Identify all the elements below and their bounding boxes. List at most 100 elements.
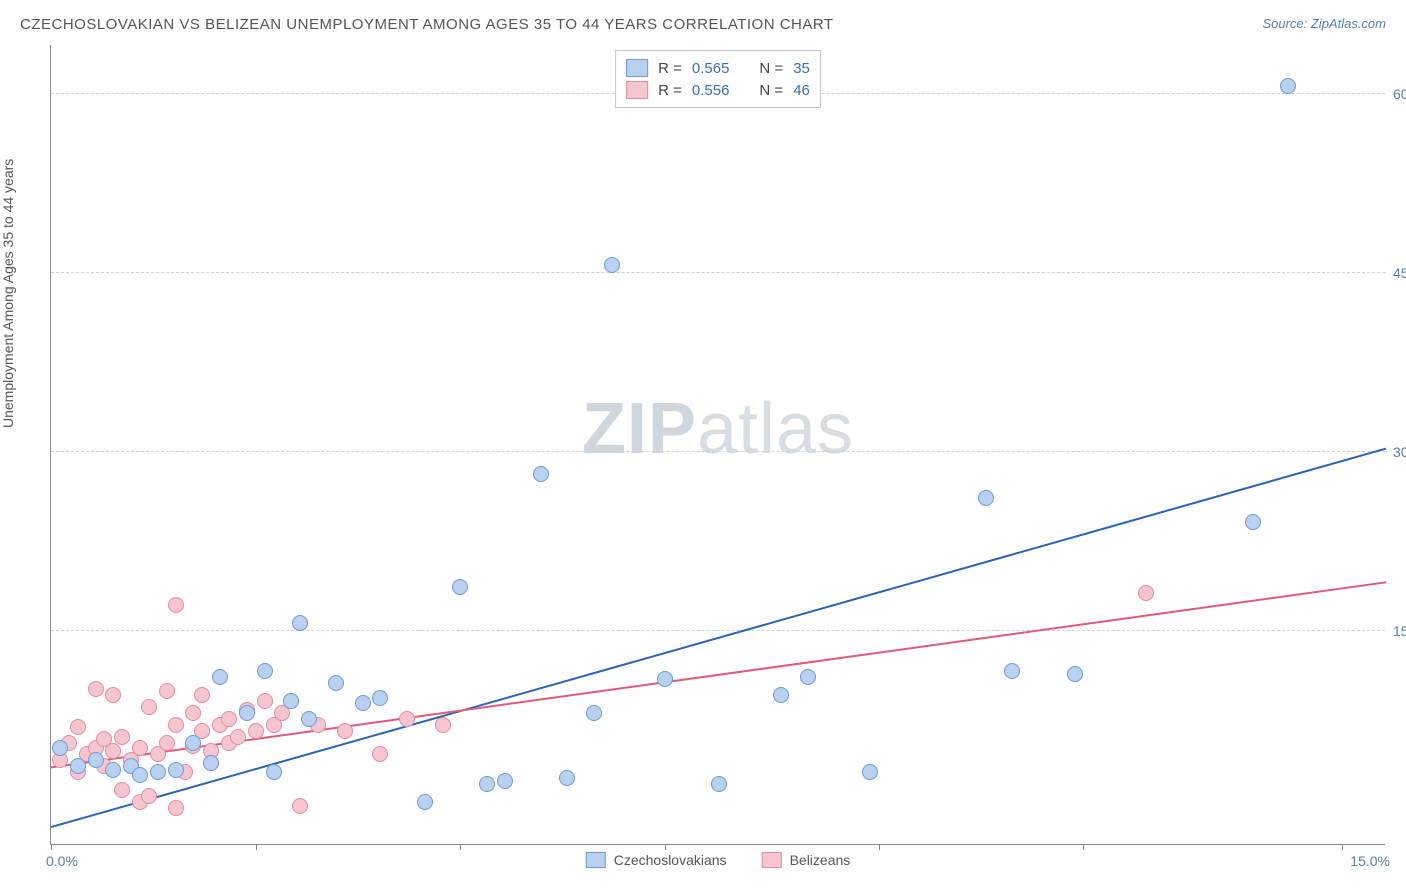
data-point bbox=[862, 764, 878, 780]
data-point bbox=[105, 743, 121, 759]
data-point bbox=[586, 705, 602, 721]
x-tick-mark bbox=[1083, 844, 1084, 850]
x-tick-mark bbox=[1342, 844, 1343, 850]
swatch-b-icon bbox=[626, 81, 648, 99]
y-axis-label: Unemployment Among Ages 35 to 44 years bbox=[0, 159, 16, 428]
data-point bbox=[417, 794, 433, 810]
legend-item-a: Czechoslovakians bbox=[586, 852, 727, 868]
data-point bbox=[70, 719, 86, 735]
data-point bbox=[132, 740, 148, 756]
trend-line-a bbox=[51, 449, 1386, 828]
data-point bbox=[355, 695, 371, 711]
data-point bbox=[168, 717, 184, 733]
x-tick-min: 0.0% bbox=[46, 853, 78, 869]
r-value-b: 0.556 bbox=[692, 82, 730, 99]
y-tick-label: 30.0% bbox=[1393, 444, 1406, 460]
data-point bbox=[1067, 666, 1083, 682]
data-point bbox=[70, 758, 86, 774]
data-point bbox=[337, 723, 353, 739]
data-point bbox=[292, 798, 308, 814]
data-point bbox=[203, 755, 219, 771]
data-point bbox=[711, 776, 727, 792]
data-point bbox=[292, 615, 308, 631]
source-attribution: Source: ZipAtlas.com bbox=[1262, 16, 1386, 31]
n-value-b: 46 bbox=[793, 82, 810, 99]
x-tick-mark bbox=[879, 844, 880, 850]
data-point bbox=[978, 490, 994, 506]
legend-row-b: R = 0.556 N = 46 bbox=[626, 79, 810, 101]
legend-series: Czechoslovakians Belizeans bbox=[586, 852, 851, 868]
data-point bbox=[132, 767, 148, 783]
x-tick-mark bbox=[665, 844, 666, 850]
data-point bbox=[150, 764, 166, 780]
n-label: N = bbox=[759, 82, 783, 99]
data-point bbox=[88, 681, 104, 697]
data-point bbox=[141, 788, 157, 804]
data-point bbox=[230, 729, 246, 745]
data-point bbox=[479, 776, 495, 792]
data-point bbox=[372, 746, 388, 762]
data-point bbox=[1280, 78, 1296, 94]
legend-item-b: Belizeans bbox=[762, 852, 851, 868]
x-tick-mark bbox=[51, 844, 52, 850]
data-point bbox=[168, 762, 184, 778]
data-point bbox=[257, 693, 273, 709]
swatch-a-icon bbox=[586, 852, 606, 868]
data-point bbox=[185, 735, 201, 751]
source-name: ZipAtlas.com bbox=[1311, 16, 1386, 31]
swatch-a-icon bbox=[626, 59, 648, 77]
data-point bbox=[52, 740, 68, 756]
swatch-b-icon bbox=[762, 852, 782, 868]
data-point bbox=[168, 597, 184, 613]
data-point bbox=[248, 723, 264, 739]
data-point bbox=[1004, 663, 1020, 679]
data-point bbox=[141, 699, 157, 715]
data-point bbox=[283, 693, 299, 709]
plot-area: ZIPatlas 15.0%30.0%45.0%60.0% 0.0% 15.0%… bbox=[50, 45, 1385, 845]
data-point bbox=[257, 663, 273, 679]
x-tick-mark bbox=[460, 844, 461, 850]
legend-row-a: R = 0.565 N = 35 bbox=[626, 57, 810, 79]
data-point bbox=[773, 687, 789, 703]
series-a-label: Czechoslovakians bbox=[614, 852, 727, 868]
data-point bbox=[105, 762, 121, 778]
data-point bbox=[559, 770, 575, 786]
data-point bbox=[105, 687, 121, 703]
data-point bbox=[435, 717, 451, 733]
n-value-a: 35 bbox=[793, 60, 810, 77]
data-point bbox=[159, 735, 175, 751]
data-point bbox=[1138, 585, 1154, 601]
data-point bbox=[800, 669, 816, 685]
data-point bbox=[194, 687, 210, 703]
y-tick-label: 60.0% bbox=[1393, 86, 1406, 102]
data-point bbox=[266, 764, 282, 780]
data-point bbox=[497, 773, 513, 789]
data-point bbox=[372, 690, 388, 706]
data-point bbox=[328, 675, 344, 691]
data-point bbox=[301, 711, 317, 727]
y-tick-label: 45.0% bbox=[1393, 265, 1406, 281]
r-label: R = bbox=[658, 60, 682, 77]
series-b-label: Belizeans bbox=[790, 852, 851, 868]
r-value-a: 0.565 bbox=[692, 60, 730, 77]
chart-title: CZECHOSLOVAKIAN VS BELIZEAN UNEMPLOYMENT… bbox=[20, 16, 834, 33]
data-point bbox=[114, 729, 130, 745]
data-point bbox=[399, 711, 415, 727]
x-tick-mark bbox=[256, 844, 257, 850]
data-point bbox=[88, 752, 104, 768]
data-point bbox=[452, 579, 468, 595]
data-point bbox=[221, 711, 237, 727]
data-point bbox=[239, 705, 255, 721]
data-point bbox=[212, 669, 228, 685]
data-point bbox=[159, 683, 175, 699]
data-point bbox=[168, 800, 184, 816]
data-point bbox=[185, 705, 201, 721]
data-point bbox=[604, 257, 620, 273]
data-point bbox=[657, 671, 673, 687]
x-tick-max: 15.0% bbox=[1350, 853, 1390, 869]
source-prefix: Source: bbox=[1262, 16, 1310, 31]
n-label: N = bbox=[759, 60, 783, 77]
data-point bbox=[1245, 514, 1261, 530]
data-point bbox=[114, 782, 130, 798]
data-point bbox=[533, 466, 549, 482]
